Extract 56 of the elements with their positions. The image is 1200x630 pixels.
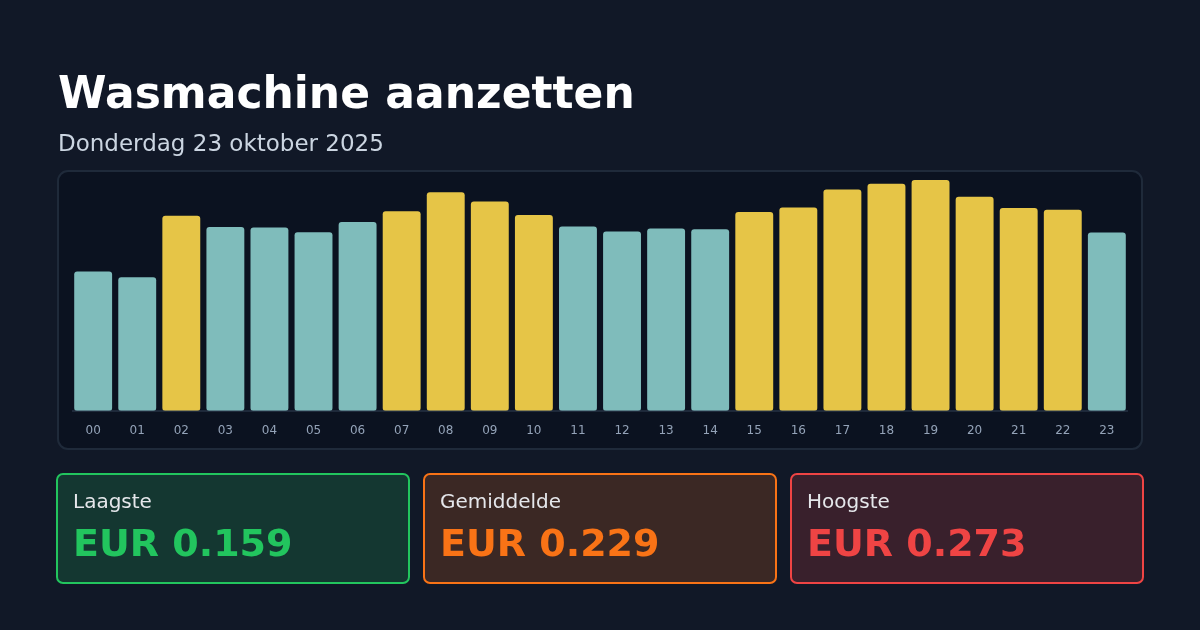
x-tick-label: 01 (129, 423, 145, 437)
bar (823, 189, 862, 411)
bar (911, 180, 950, 411)
text: Laagste (73, 489, 152, 513)
text: EUR 0.273 (807, 521, 1027, 565)
x-tick-label: 09 (482, 423, 498, 437)
x-tick-label: 18 (878, 423, 895, 437)
x-tick-label: 23 (1099, 423, 1115, 437)
bar (603, 231, 641, 411)
x-tick-label: 10 (526, 423, 542, 437)
text: EUR 0.159 (73, 521, 293, 565)
x-tick-label: 04 (261, 423, 278, 437)
x-tick-label: 02 (173, 423, 189, 437)
bar (955, 196, 994, 411)
bar (867, 183, 906, 411)
bar (470, 201, 509, 411)
bar (999, 207, 1038, 411)
x-tick-label: 16 (790, 423, 806, 437)
text: EUR 0.229 (440, 521, 660, 565)
chart-subtitle: Donderdag 23 oktober 2025 (58, 130, 384, 156)
x-tick-label: 06 (349, 423, 366, 437)
bar (1087, 232, 1126, 411)
x-tick-label: 15 (746, 423, 762, 437)
x-tick-label: 14 (702, 423, 718, 437)
x-tick-label: 03 (217, 423, 234, 437)
x-tick-label: 11 (570, 423, 586, 437)
x-tick-label: 00 (85, 423, 101, 437)
x-tick-label: 19 (922, 423, 939, 437)
bar (1043, 209, 1082, 411)
bar (162, 215, 201, 411)
x-tick-label: 07 (394, 423, 410, 437)
bar (118, 277, 157, 411)
bar (382, 211, 421, 411)
x-tick-label: 13 (658, 423, 674, 437)
bar (735, 212, 774, 411)
bar (779, 207, 818, 411)
bar (559, 226, 597, 411)
x-tick-label: 05 (305, 423, 322, 437)
bar (294, 232, 333, 411)
bar (514, 215, 553, 411)
text: Gemiddelde (440, 489, 562, 513)
bar (426, 192, 465, 411)
x-tick-label: 08 (438, 423, 454, 437)
x-tick-label: 22 (1055, 423, 1071, 437)
bar (647, 228, 686, 411)
x-tick-label: 20 (966, 423, 983, 437)
bar (338, 222, 377, 411)
bar (206, 226, 245, 411)
x-tick-label: 17 (834, 423, 851, 437)
x-tick-label: 12 (614, 423, 630, 437)
bar (691, 229, 730, 411)
bar (250, 227, 289, 411)
chart-title: Wasmachine aanzetten (58, 67, 635, 118)
x-tick-label: 21 (1011, 423, 1027, 437)
bar (74, 271, 113, 411)
text: Hoogste (807, 489, 890, 513)
